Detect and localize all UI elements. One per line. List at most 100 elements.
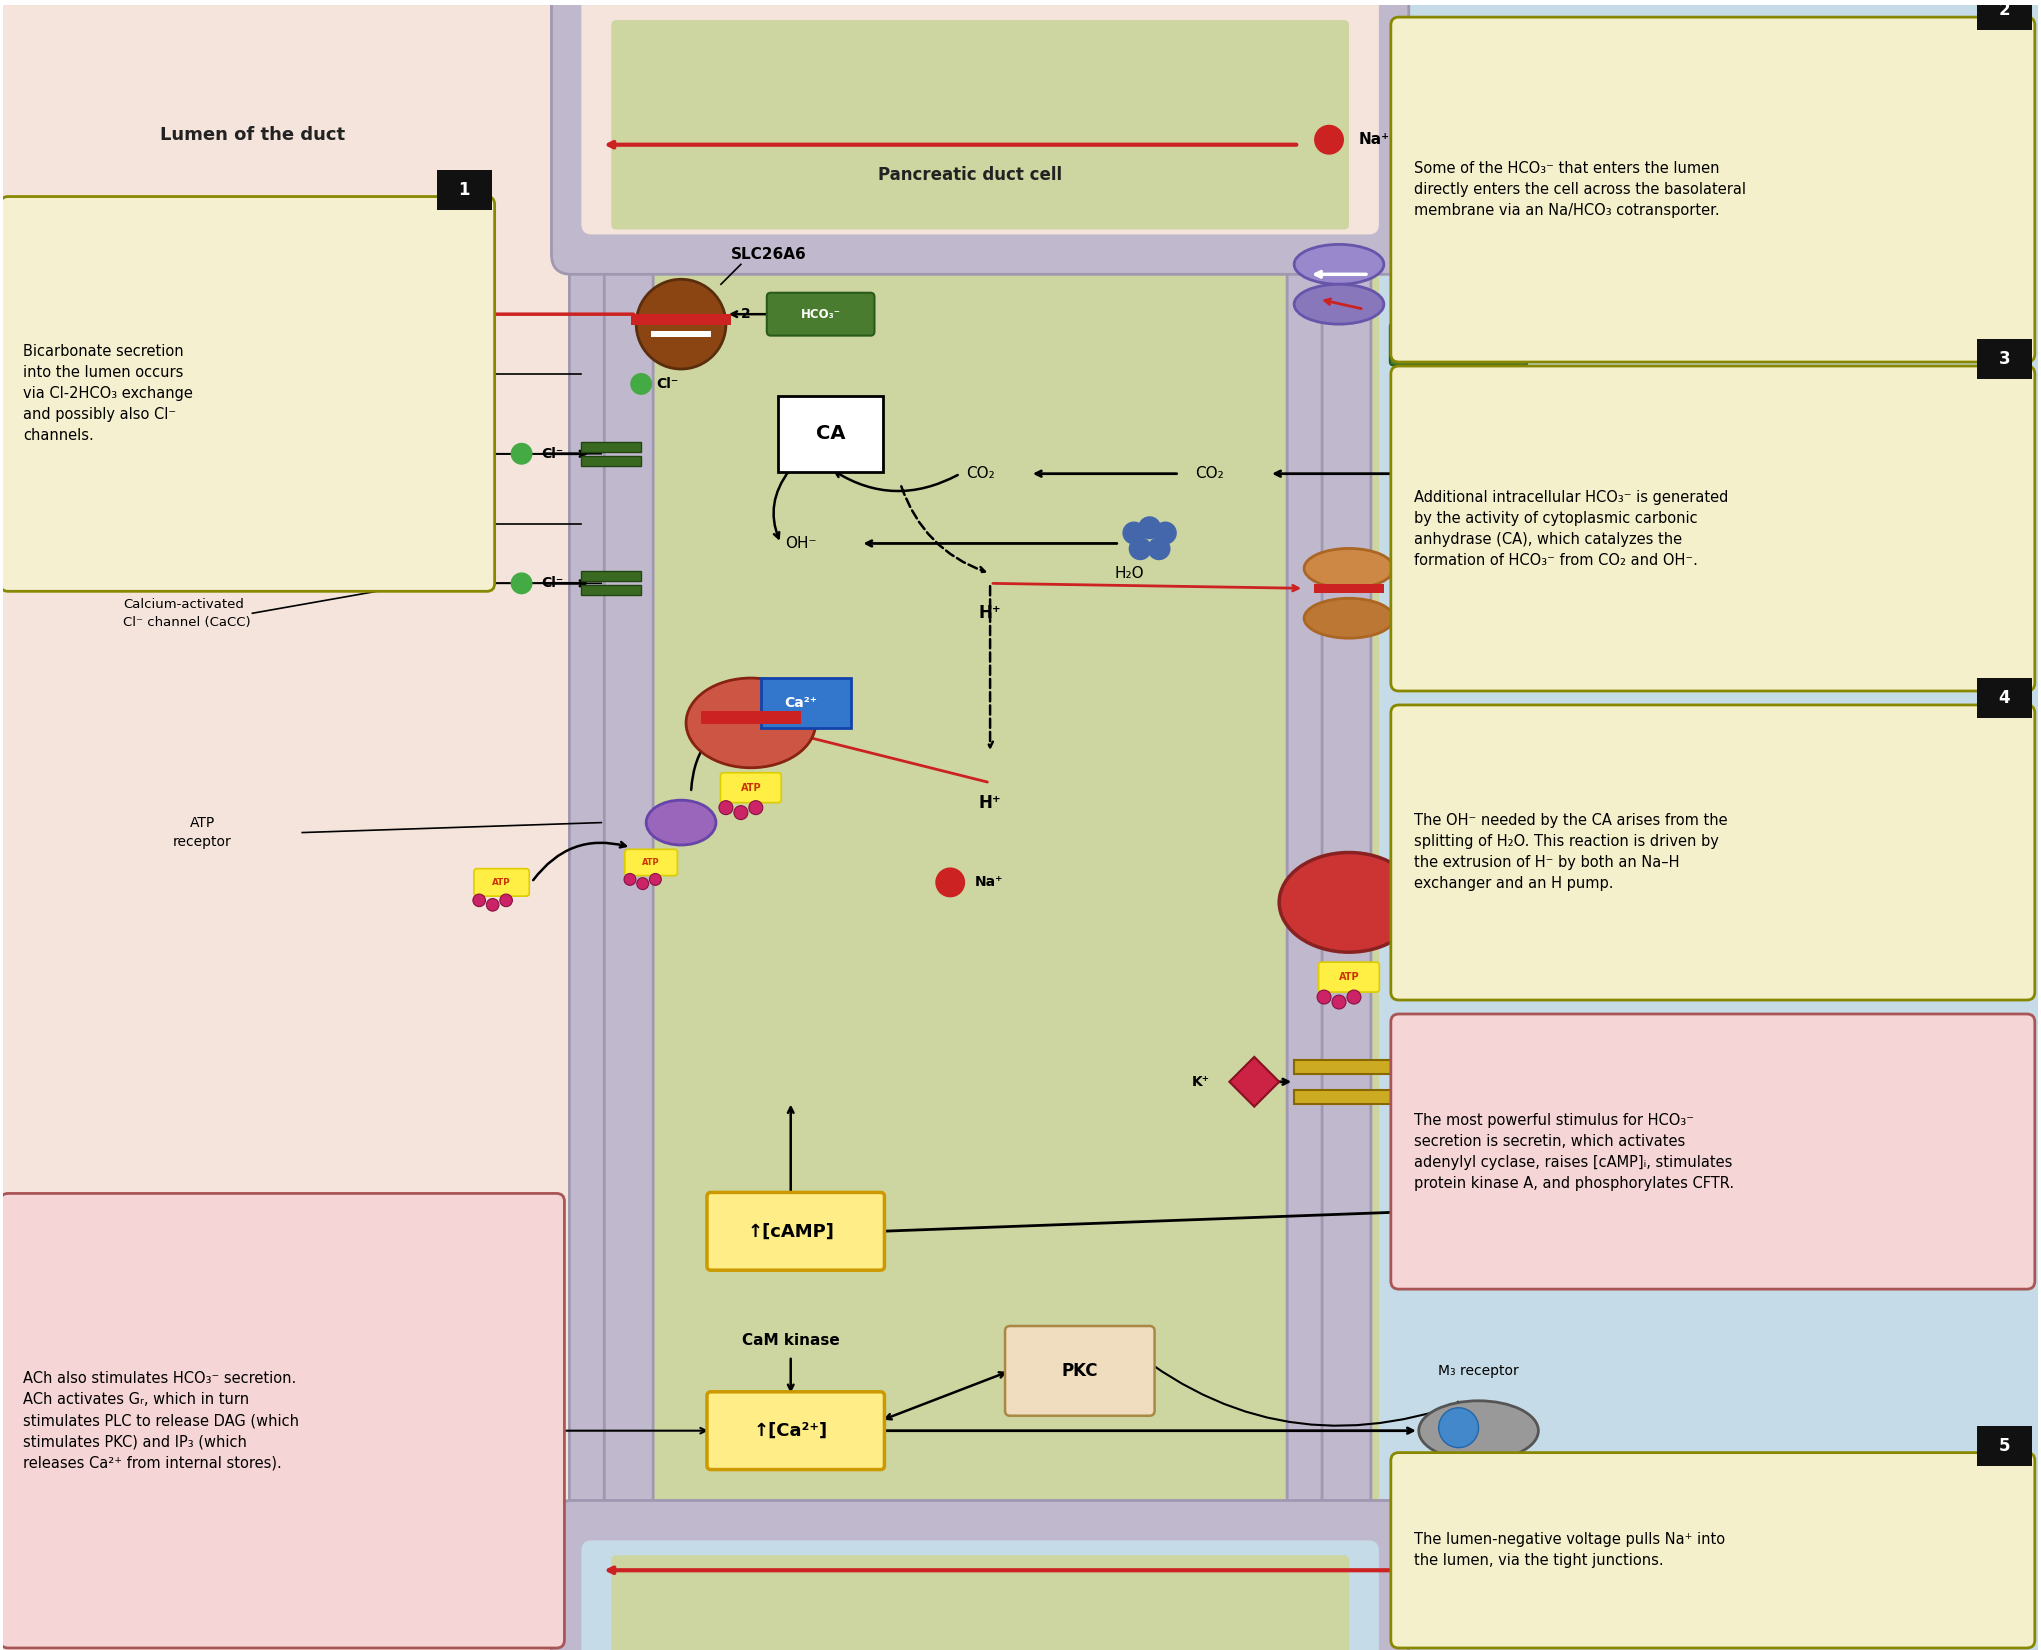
Circle shape: [1576, 1564, 1600, 1587]
Ellipse shape: [1294, 284, 1384, 323]
Circle shape: [749, 800, 763, 815]
Circle shape: [1543, 119, 1563, 140]
Circle shape: [1123, 521, 1145, 544]
Bar: [582, 442, 641, 452]
Text: Additional intracellular HCO₃⁻ is generated
by the activity of cytoplasmic carbo: Additional intracellular HCO₃⁻ is genera…: [1414, 490, 1729, 568]
Bar: [4, 5, 582, 1650]
FancyBboxPatch shape: [551, 0, 1408, 274]
FancyArrow shape: [631, 314, 731, 325]
Bar: [582, 455, 641, 465]
FancyBboxPatch shape: [1004, 1327, 1155, 1416]
Ellipse shape: [647, 800, 716, 845]
Circle shape: [1602, 1548, 1627, 1571]
Ellipse shape: [1418, 1401, 1539, 1460]
Text: CO₂: CO₂: [1484, 467, 1512, 482]
FancyBboxPatch shape: [625, 850, 678, 876]
Text: K⁺: K⁺: [1192, 1074, 1210, 1089]
Circle shape: [1537, 134, 1559, 155]
Text: ACh also stimulates HCO₃⁻ secretion.
ACh activates Gᵣ, which in turn
stimulates : ACh also stimulates HCO₃⁻ secretion. ACh…: [22, 1371, 300, 1470]
Polygon shape: [1470, 878, 1519, 927]
Circle shape: [1316, 990, 1331, 1003]
Text: Interstitial space: Interstitial space: [1625, 167, 1772, 182]
Circle shape: [1519, 134, 1541, 155]
Text: HCO₃⁻: HCO₃⁻: [343, 307, 382, 320]
FancyBboxPatch shape: [0, 196, 494, 591]
Bar: [1978, 1426, 2033, 1465]
Ellipse shape: [1280, 853, 1418, 952]
FancyBboxPatch shape: [1390, 705, 2035, 1000]
Circle shape: [1596, 1564, 1621, 1587]
Text: ATP: ATP: [492, 878, 510, 888]
FancyArrow shape: [700, 711, 800, 724]
FancyBboxPatch shape: [308, 292, 416, 335]
Text: 5: 5: [1998, 1437, 2010, 1455]
Text: 2: 2: [1998, 2, 2010, 20]
Text: ATP: ATP: [741, 782, 761, 792]
Circle shape: [1439, 1407, 1478, 1447]
Text: 1: 1: [459, 180, 469, 198]
Circle shape: [625, 873, 637, 886]
Circle shape: [1570, 1548, 1594, 1571]
Text: Na⁺: Na⁺: [1459, 561, 1488, 576]
Text: 3: 3: [1998, 350, 2010, 368]
Circle shape: [631, 373, 653, 394]
Text: ↑[cAMP]: ↑[cAMP]: [747, 1223, 835, 1241]
Text: ↑[Ca²⁺]: ↑[Ca²⁺]: [753, 1422, 829, 1440]
Text: CaM kinase: CaM kinase: [741, 1333, 839, 1348]
Bar: [1978, 340, 2033, 380]
FancyBboxPatch shape: [1288, 112, 1337, 1543]
Text: Na⁺+: Na⁺+: [1459, 1563, 1502, 1577]
Text: OH⁻: OH⁻: [786, 536, 816, 551]
Text: CO₂: CO₂: [1196, 467, 1225, 482]
FancyBboxPatch shape: [612, 20, 1349, 229]
FancyBboxPatch shape: [0, 1193, 565, 1648]
Circle shape: [1512, 119, 1535, 140]
Text: The OH⁻ needed by the CA arises from the
splitting of H₂O. This reaction is driv: The OH⁻ needed by the CA arises from the…: [1414, 813, 1727, 891]
Circle shape: [510, 573, 533, 594]
Circle shape: [735, 805, 747, 820]
Circle shape: [1414, 1556, 1443, 1586]
Circle shape: [1129, 538, 1151, 561]
Text: SLC26A6: SLC26A6: [731, 248, 806, 262]
Circle shape: [1586, 1541, 1610, 1566]
FancyBboxPatch shape: [474, 868, 529, 896]
FancyBboxPatch shape: [1390, 366, 2035, 691]
Text: K⁺: K⁺: [1529, 896, 1547, 909]
FancyBboxPatch shape: [582, 0, 1380, 234]
Text: Cystic fibrosis
transmembrane
conductance regulator
(CFTR): Cystic fibrosis transmembrane conductanc…: [122, 460, 273, 526]
Polygon shape: [1229, 1058, 1280, 1107]
FancyBboxPatch shape: [604, 112, 653, 1543]
Bar: [1380, 5, 2037, 1650]
Circle shape: [1425, 553, 1453, 584]
Text: Na⁺: Na⁺: [1439, 257, 1467, 271]
Text: Cl⁻: Cl⁻: [541, 576, 563, 591]
Text: CO₂: CO₂: [965, 467, 994, 482]
Text: Secretin: Secretin: [1447, 1264, 1510, 1279]
Circle shape: [510, 442, 533, 465]
FancyBboxPatch shape: [720, 772, 782, 802]
Circle shape: [1314, 125, 1343, 155]
FancyBboxPatch shape: [1318, 962, 1380, 992]
Ellipse shape: [1304, 548, 1394, 589]
Text: M₃ receptor: M₃ receptor: [1439, 1365, 1519, 1378]
Text: Cl⁻: Cl⁻: [541, 447, 563, 460]
Text: ATP: ATP: [1339, 972, 1359, 982]
Text: ACh: ACh: [1463, 1493, 1494, 1508]
Circle shape: [1147, 538, 1172, 561]
Circle shape: [1439, 1196, 1478, 1236]
Bar: [582, 586, 641, 596]
Text: Calcium-activated
Cl⁻ channel (CaCC): Calcium-activated Cl⁻ channel (CaCC): [122, 597, 251, 629]
Text: Some of the HCO₃⁻ that enters the lumen
directly enters the cell across the baso: Some of the HCO₃⁻ that enters the lumen …: [1414, 162, 1745, 218]
Circle shape: [486, 899, 498, 911]
Bar: [761, 678, 851, 728]
Circle shape: [1333, 995, 1345, 1010]
Bar: [582, 5, 1380, 1650]
Circle shape: [1347, 990, 1361, 1003]
Ellipse shape: [686, 678, 816, 767]
Circle shape: [1527, 114, 1549, 135]
Circle shape: [637, 878, 649, 889]
FancyBboxPatch shape: [551, 1500, 1408, 1650]
Circle shape: [1153, 521, 1178, 544]
Bar: [437, 170, 492, 210]
FancyBboxPatch shape: [1390, 16, 2035, 361]
